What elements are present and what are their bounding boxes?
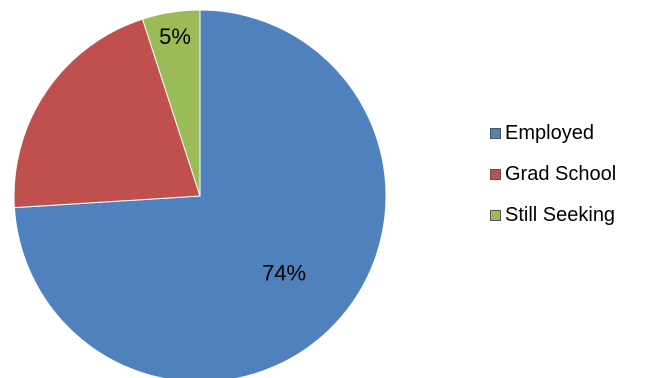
data-label-employed: 74% [262, 261, 306, 286]
data-label-still-seeking: 5% [159, 24, 191, 49]
legend-label-employed: Employed [505, 121, 594, 144]
legend-label-grad-school: Grad School [505, 162, 617, 185]
pie-slice-still-seeking [141, 9, 201, 197]
legend-label-still-seeking: Still Seeking [505, 203, 616, 226]
legend-swatch-employed [490, 127, 501, 139]
legend-item-employed: Employed [490, 120, 616, 146]
legend-item-grad-school: Grad School [490, 161, 616, 187]
legend: Employed Grad School Still Seeking [490, 120, 616, 243]
legend-swatch-still-seeking [490, 209, 501, 221]
legend-swatch-grad-school [490, 168, 501, 180]
pie-slice-grad-school [13, 18, 201, 209]
legend-item-still-seeking: Still Seeking [490, 202, 616, 228]
